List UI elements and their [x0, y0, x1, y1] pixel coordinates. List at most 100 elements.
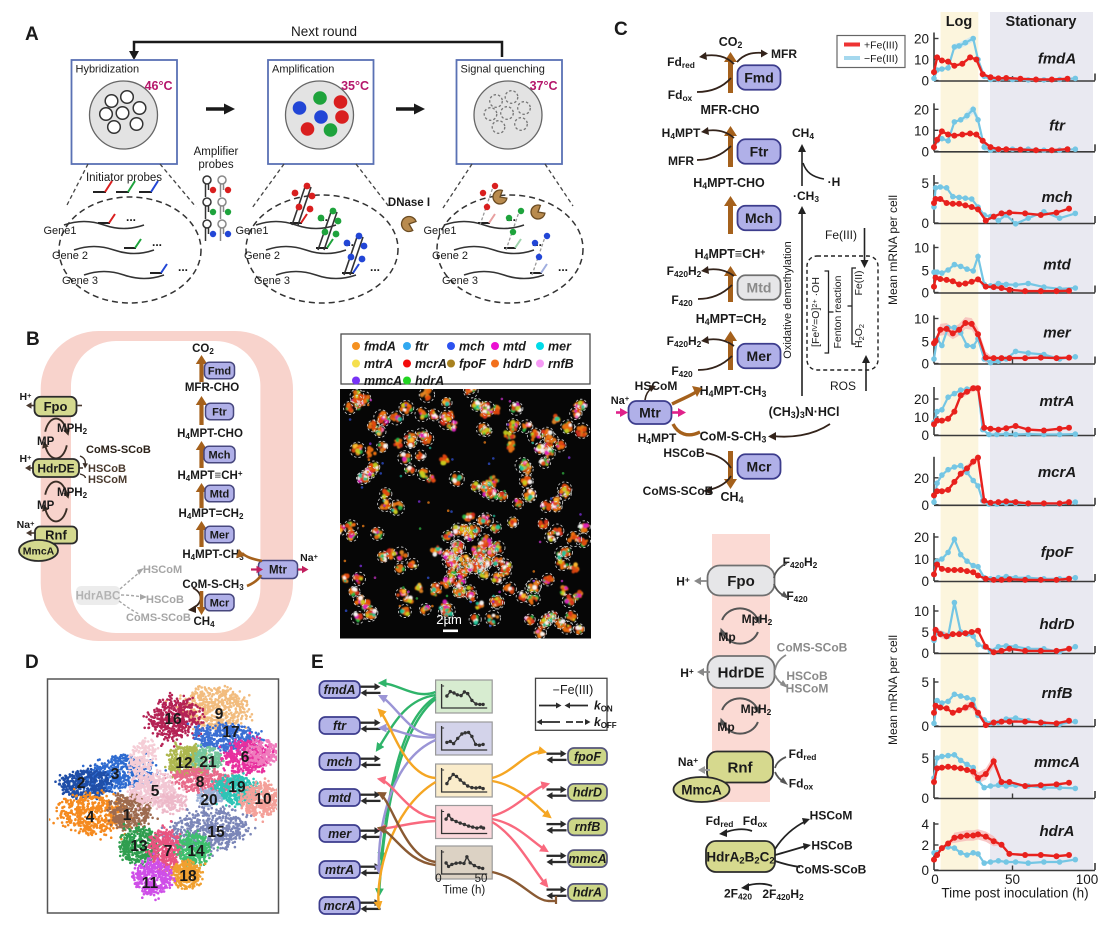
svg-text:fmdA: fmdA: [324, 683, 356, 697]
svg-text:10: 10: [914, 552, 929, 567]
svg-text:20: 20: [914, 102, 929, 117]
svg-text:20: 20: [914, 392, 929, 407]
svg-text:21: 21: [199, 754, 217, 771]
svg-text:20: 20: [200, 792, 217, 809]
svg-text:Gene1: Gene1: [235, 225, 268, 237]
svg-text:MP: MP: [37, 436, 55, 448]
svg-text:H4MPT-CHO: H4MPT-CHO: [177, 428, 243, 441]
svg-text:mch: mch: [459, 340, 485, 354]
svg-text:2: 2: [77, 775, 86, 792]
svg-text:4: 4: [921, 817, 929, 832]
svg-text:H4MPT: H4MPT: [662, 126, 701, 141]
svg-text:HSCoM: HSCoM: [88, 474, 127, 486]
svg-text:2F420H2: 2F420H2: [762, 887, 804, 902]
svg-text:...: ...: [178, 260, 188, 274]
svg-text:mcrA: mcrA: [324, 899, 356, 913]
svg-text:Next round: Next round: [291, 24, 357, 39]
svg-text:rnfB: rnfB: [575, 820, 601, 834]
svg-text:mer: mer: [1043, 325, 1072, 342]
svg-text:mtrA: mtrA: [364, 357, 393, 371]
svg-text:rnfB: rnfB: [548, 357, 574, 371]
svg-text:Initiator probes: Initiator probes: [86, 172, 162, 184]
svg-text:H+: H+: [20, 453, 32, 465]
svg-text:HdrDE: HdrDE: [718, 664, 765, 681]
svg-text:Gene1: Gene1: [423, 225, 456, 237]
svg-text:10: 10: [914, 604, 929, 619]
svg-text:9: 9: [215, 706, 224, 723]
svg-text:Mtd: Mtd: [747, 280, 772, 296]
svg-text:hdrA: hdrA: [573, 886, 602, 900]
svg-text:Fmd: Fmd: [744, 70, 774, 86]
svg-text:0: 0: [921, 574, 929, 589]
svg-text:Mp: Mp: [718, 630, 735, 644]
svg-text:CoM-S-CH3: CoM-S-CH3: [182, 579, 244, 592]
svg-text:Gene 2: Gene 2: [244, 250, 280, 262]
svg-text:mtd: mtd: [1043, 257, 1071, 274]
svg-text:Mtr: Mtr: [639, 405, 661, 421]
svg-text:H4MPT-CH3: H4MPT-CH3: [700, 384, 767, 399]
svg-text:Mer: Mer: [747, 348, 772, 364]
svg-text:MmcA: MmcA: [681, 783, 722, 798]
svg-text:...: ...: [152, 235, 162, 249]
svg-text:0: 0: [921, 144, 929, 159]
svg-text:−Fe(III): −Fe(III): [864, 53, 898, 65]
svg-text:HSCoB: HSCoB: [88, 463, 126, 475]
svg-text:H2O2: H2O2: [853, 324, 866, 348]
svg-text:Log: Log: [946, 14, 973, 30]
svg-text:Fe(II): Fe(II): [853, 270, 865, 295]
svg-text:H4MPT: H4MPT: [638, 431, 677, 446]
svg-text:Mean mRNA per cell: Mean mRNA per cell: [886, 195, 900, 305]
svg-text:Fmd: Fmd: [208, 365, 231, 377]
svg-text:H4MPT=CH2: H4MPT=CH2: [696, 312, 767, 327]
svg-text:·CH3: ·CH3: [793, 189, 819, 204]
svg-text:MFR-CHO: MFR-CHO: [185, 382, 239, 394]
svg-text:Mtd: Mtd: [210, 488, 230, 500]
svg-text:ftr: ftr: [333, 719, 347, 733]
svg-text:fpoF: fpoF: [1041, 544, 1074, 561]
svg-text:10: 10: [914, 312, 929, 327]
svg-text:Mcr: Mcr: [210, 597, 230, 609]
svg-text:HSCoB: HSCoB: [663, 446, 705, 460]
svg-text:5: 5: [921, 751, 929, 766]
svg-text:Amplifier: Amplifier: [194, 146, 239, 158]
svg-text:50: 50: [1005, 872, 1020, 887]
svg-text:11: 11: [142, 875, 159, 892]
svg-text:Amplification: Amplification: [272, 64, 334, 76]
svg-text:H4MPT≡CH+: H4MPT≡CH+: [177, 469, 242, 482]
svg-text:HSCoB: HSCoB: [146, 594, 184, 606]
svg-text:18: 18: [179, 868, 197, 885]
svg-text:2µm: 2µm: [436, 612, 462, 627]
svg-text:hdrD: hdrD: [503, 357, 532, 371]
svg-text:fmdA: fmdA: [1038, 51, 1076, 68]
svg-text:D: D: [25, 652, 39, 673]
svg-text:Mean mRNA per cell: Mean mRNA per cell: [886, 635, 900, 745]
svg-text:mch: mch: [327, 755, 353, 769]
svg-text:MpH2: MpH2: [741, 702, 772, 717]
svg-text:−Fe(III): −Fe(III): [553, 683, 594, 697]
svg-text:Gene 3: Gene 3: [254, 275, 290, 287]
svg-text:0: 0: [921, 646, 929, 661]
svg-text:0: 0: [921, 74, 929, 89]
svg-text:Stationary: Stationary: [1006, 14, 1077, 30]
svg-text:Fe(III): Fe(III): [825, 228, 857, 242]
svg-text:16: 16: [164, 711, 182, 728]
svg-text:7: 7: [164, 843, 173, 860]
svg-text:Hybridization: Hybridization: [76, 64, 140, 76]
svg-text:MmcA: MmcA: [23, 546, 55, 558]
svg-text:CO2: CO2: [192, 343, 214, 356]
svg-text:MP: MP: [37, 500, 55, 512]
svg-text:0: 0: [921, 863, 929, 878]
svg-text:0: 0: [921, 498, 929, 513]
svg-text:10: 10: [254, 791, 271, 808]
svg-text:CH4: CH4: [193, 616, 215, 629]
svg-text:Mp: Mp: [717, 720, 734, 734]
svg-text:H4MPT≡CH+: H4MPT≡CH+: [695, 247, 766, 262]
svg-text:Mtr: Mtr: [269, 565, 287, 577]
svg-text:probes: probes: [198, 159, 233, 171]
svg-text:MFR-CHO: MFR-CHO: [700, 103, 759, 117]
svg-text:HSCoM: HSCoM: [810, 809, 853, 823]
svg-text:DNase I: DNase I: [388, 197, 430, 209]
svg-text:CH4: CH4: [721, 490, 744, 505]
svg-text:10: 10: [914, 123, 929, 138]
svg-text:0: 0: [921, 216, 929, 231]
